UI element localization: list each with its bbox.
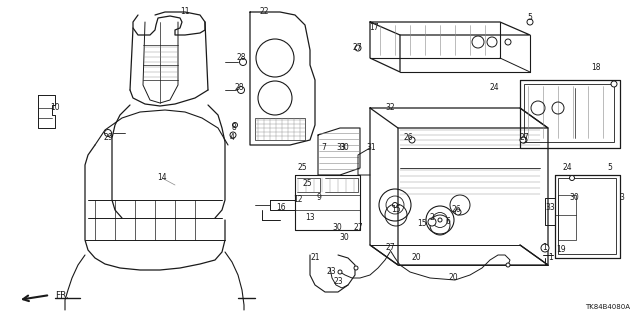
Ellipse shape [232, 122, 237, 128]
Ellipse shape [527, 19, 533, 25]
Text: 24: 24 [562, 164, 572, 173]
Text: 33: 33 [336, 144, 346, 152]
Ellipse shape [355, 45, 361, 51]
Ellipse shape [455, 209, 461, 215]
Ellipse shape [438, 218, 442, 222]
Ellipse shape [230, 132, 236, 138]
Ellipse shape [239, 58, 246, 65]
Text: 29: 29 [103, 133, 113, 143]
Text: 21: 21 [310, 254, 320, 263]
Text: 23: 23 [333, 278, 343, 286]
Text: 9: 9 [317, 194, 321, 203]
Text: 15: 15 [391, 205, 401, 214]
Text: 30: 30 [332, 224, 342, 233]
Ellipse shape [392, 203, 397, 207]
Ellipse shape [570, 175, 575, 181]
Text: 27: 27 [352, 43, 362, 53]
Text: 33: 33 [545, 204, 555, 212]
Text: 27: 27 [385, 243, 395, 253]
Text: 28: 28 [236, 54, 246, 63]
Text: 16: 16 [276, 203, 286, 211]
Text: 1: 1 [548, 254, 554, 263]
Text: 30: 30 [339, 144, 349, 152]
Text: TK84B4080A: TK84B4080A [585, 304, 630, 310]
Text: 14: 14 [157, 174, 167, 182]
Text: 22: 22 [259, 8, 269, 17]
Text: 25: 25 [297, 164, 307, 173]
Text: 7: 7 [321, 144, 326, 152]
Text: 28: 28 [234, 84, 244, 93]
Text: 12: 12 [293, 196, 303, 204]
Bar [558, 195, 576, 240]
Text: 32: 32 [385, 103, 395, 113]
Text: 3: 3 [620, 194, 625, 203]
Text: 11: 11 [180, 8, 189, 17]
Ellipse shape [520, 137, 526, 143]
Text: 5: 5 [607, 164, 612, 173]
Ellipse shape [237, 86, 244, 93]
Bar [558, 178, 616, 254]
Ellipse shape [541, 244, 549, 252]
Text: 18: 18 [591, 63, 601, 72]
Ellipse shape [338, 270, 342, 274]
Text: 25: 25 [302, 179, 312, 188]
Text: 26: 26 [451, 205, 461, 214]
Text: 8: 8 [232, 123, 236, 132]
Text: 2: 2 [429, 213, 435, 222]
Text: 31: 31 [366, 144, 376, 152]
Text: 30: 30 [339, 234, 349, 242]
Text: 10: 10 [50, 103, 60, 113]
Text: 23: 23 [326, 268, 336, 277]
Bar [255, 118, 305, 140]
Text: 17: 17 [369, 24, 379, 33]
Text: 1: 1 [543, 243, 547, 253]
Ellipse shape [354, 266, 358, 270]
Ellipse shape [505, 39, 511, 45]
Text: 30: 30 [569, 194, 579, 203]
Ellipse shape [611, 81, 617, 87]
Ellipse shape [409, 137, 415, 143]
Ellipse shape [428, 218, 436, 226]
Text: 20: 20 [448, 273, 458, 283]
Text: 4: 4 [230, 133, 234, 143]
Text: FR.: FR. [55, 292, 69, 300]
Text: 24: 24 [489, 84, 499, 93]
Text: 26: 26 [403, 133, 413, 143]
Ellipse shape [521, 137, 527, 143]
Ellipse shape [506, 263, 510, 267]
Text: 27: 27 [353, 224, 363, 233]
Text: 15: 15 [417, 219, 427, 228]
Text: 20: 20 [411, 254, 421, 263]
Text: 5: 5 [527, 13, 532, 23]
Text: 27: 27 [519, 133, 529, 143]
Ellipse shape [104, 130, 111, 137]
Text: 6: 6 [445, 218, 451, 226]
Text: 19: 19 [556, 246, 566, 255]
Bar [524, 84, 614, 142]
Text: 13: 13 [305, 213, 315, 222]
